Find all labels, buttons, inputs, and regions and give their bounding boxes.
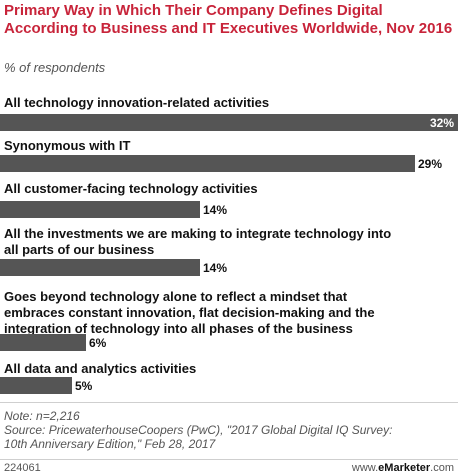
category-label: all parts of our business bbox=[4, 242, 154, 257]
note-text: Note: n=2,216 bbox=[4, 409, 80, 423]
chart-id: 224061 bbox=[4, 462, 41, 474]
category-label: All data and analytics activities bbox=[4, 361, 196, 376]
brand-suffix: .com bbox=[430, 462, 454, 474]
category-label: All technology innovation-related activi… bbox=[4, 95, 269, 110]
category-label: embraces constant innovation, flat decis… bbox=[4, 305, 375, 320]
notes-divider bbox=[0, 402, 458, 403]
source-line-2: 10th Anniversary Edition," Feb 28, 2017 bbox=[4, 437, 216, 451]
bar bbox=[0, 201, 200, 218]
source-line-1: Source: PricewaterhouseCoopers (PwC), "2… bbox=[4, 423, 393, 437]
chart-title: Primary Way in Which Their Company Defin… bbox=[4, 2, 453, 37]
chart-notes: Note: n=2,216 Source: PricewaterhouseCoo… bbox=[4, 409, 454, 451]
bar bbox=[0, 334, 86, 351]
value-label: 14% bbox=[203, 203, 227, 217]
value-label: 6% bbox=[89, 336, 107, 350]
category-label: All the investments we are making to int… bbox=[4, 226, 391, 241]
category-label: Goes beyond technology alone to reflect … bbox=[4, 289, 348, 304]
brand-prefix: www. bbox=[351, 462, 379, 474]
category-label: integration of technology into all phase… bbox=[4, 321, 353, 336]
category-label: Synonymous with IT bbox=[4, 138, 130, 153]
value-label: 14% bbox=[203, 261, 227, 275]
value-label: 32% bbox=[430, 116, 454, 130]
chart-subtitle: % of respondents bbox=[4, 60, 106, 75]
bar bbox=[0, 377, 72, 394]
bar-chart: All technology innovation-related activi… bbox=[0, 95, 458, 394]
value-label: 29% bbox=[418, 157, 442, 171]
emarketer-logo[interactable]: www.eMarketer.com bbox=[352, 460, 454, 476]
category-label: All customer-facing technology activitie… bbox=[4, 181, 258, 196]
bar bbox=[0, 155, 415, 172]
brand-name: eMarketer bbox=[378, 462, 431, 474]
value-label: 5% bbox=[75, 379, 93, 393]
footer: 224061 www.eMarketer.com bbox=[0, 459, 458, 476]
bar bbox=[0, 259, 200, 276]
bar bbox=[0, 114, 458, 131]
